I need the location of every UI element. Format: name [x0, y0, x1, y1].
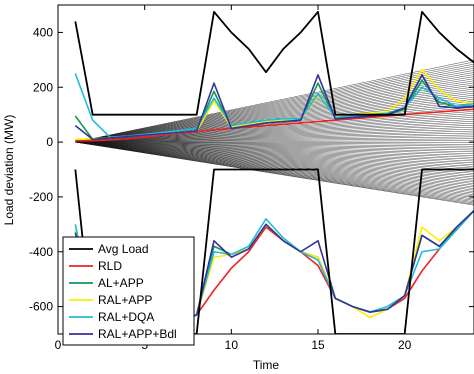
y-tick-label: -600	[29, 300, 53, 314]
legend-box	[62, 236, 195, 346]
fan-line	[75, 141, 474, 154]
fan-line	[75, 141, 474, 158]
fan-line	[75, 74, 474, 143]
series-line-avg-load-lower	[74, 168, 474, 334]
fan-line	[75, 141, 474, 162]
x-tick-label: 10	[225, 338, 239, 352]
fan-line	[75, 72, 474, 143]
fan-line	[75, 141, 474, 188]
fan-line	[75, 141, 474, 153]
y-axis-label: Load deviation (MW)	[2, 115, 16, 226]
fan-line	[75, 141, 474, 186]
fan-line	[75, 132, 474, 143]
fan-line	[75, 141, 474, 149]
fan-line	[75, 141, 474, 183]
fan-line	[75, 76, 474, 143]
legend: Avg Load RLD AL+APP RAL+APP RAL+DQA RAL+APP+B…	[62, 236, 195, 346]
fan-line	[75, 141, 474, 167]
fan-line	[75, 68, 474, 143]
legend-label-al-app: AL+APP	[98, 276, 144, 290]
fan-line	[75, 80, 474, 143]
fan-line	[75, 141, 474, 178]
series-line-rld-upper	[75, 108, 474, 142]
y-tick-label: 0	[46, 135, 53, 149]
legend-label-rld: RLD	[98, 259, 122, 273]
fan-line	[75, 141, 474, 145]
fan-line	[75, 134, 474, 143]
fan-line	[75, 141, 474, 169]
fan-line	[75, 141, 474, 164]
fan-line	[75, 141, 474, 156]
fan-line	[75, 141, 474, 174]
plot-frame	[57, 4, 474, 335]
x-axis-label: Time	[253, 358, 280, 372]
fan-line	[75, 141, 474, 195]
y-tick-label: -400	[29, 245, 53, 259]
fan-line	[75, 70, 474, 143]
legend-label-ral-app-bdl: RAL+APP+Bdl	[98, 327, 177, 341]
fan-line	[75, 59, 474, 143]
series-line-avg-load-upper	[74, 10, 474, 116]
fan-line	[75, 141, 474, 147]
y-tick-label: 200	[33, 80, 53, 94]
fan-line	[75, 140, 474, 143]
fan-line	[75, 119, 474, 143]
y-tick-label: 400	[33, 25, 53, 39]
fan-line	[75, 128, 474, 143]
fan-line	[75, 124, 474, 143]
legend-label-ral-app: RAL+APP	[98, 293, 152, 307]
fan-line	[75, 120, 474, 143]
fan-line	[75, 126, 474, 143]
fan-line	[75, 141, 474, 194]
fan-line	[75, 141, 474, 160]
fan-line	[75, 78, 474, 143]
fan-line	[75, 141, 474, 171]
x-tick-label: 15	[311, 338, 325, 352]
fan-line	[75, 63, 474, 143]
fan-line	[75, 141, 474, 172]
x-tick-label: 20	[398, 338, 412, 352]
fan-line	[75, 130, 474, 143]
fan-line	[75, 141, 474, 181]
legend-label-avg-load: Avg Load	[98, 242, 149, 256]
fan-line	[75, 141, 474, 191]
fan-line	[75, 141, 474, 165]
fan-line	[75, 61, 474, 143]
x-tick-label: 0	[55, 338, 62, 352]
fan-line	[75, 141, 474, 151]
fan-line	[75, 141, 474, 192]
y-tick-label: -200	[29, 190, 53, 204]
fan-line	[75, 138, 474, 143]
fan-line	[75, 122, 474, 143]
legend-label-ral-dqa: RAL+DQA	[98, 310, 154, 324]
fan-line	[75, 141, 474, 176]
fan-line	[75, 141, 474, 189]
fan-line	[75, 141, 474, 179]
fan-line	[75, 65, 474, 143]
fan-line	[75, 141, 474, 184]
fan-line	[75, 136, 474, 143]
